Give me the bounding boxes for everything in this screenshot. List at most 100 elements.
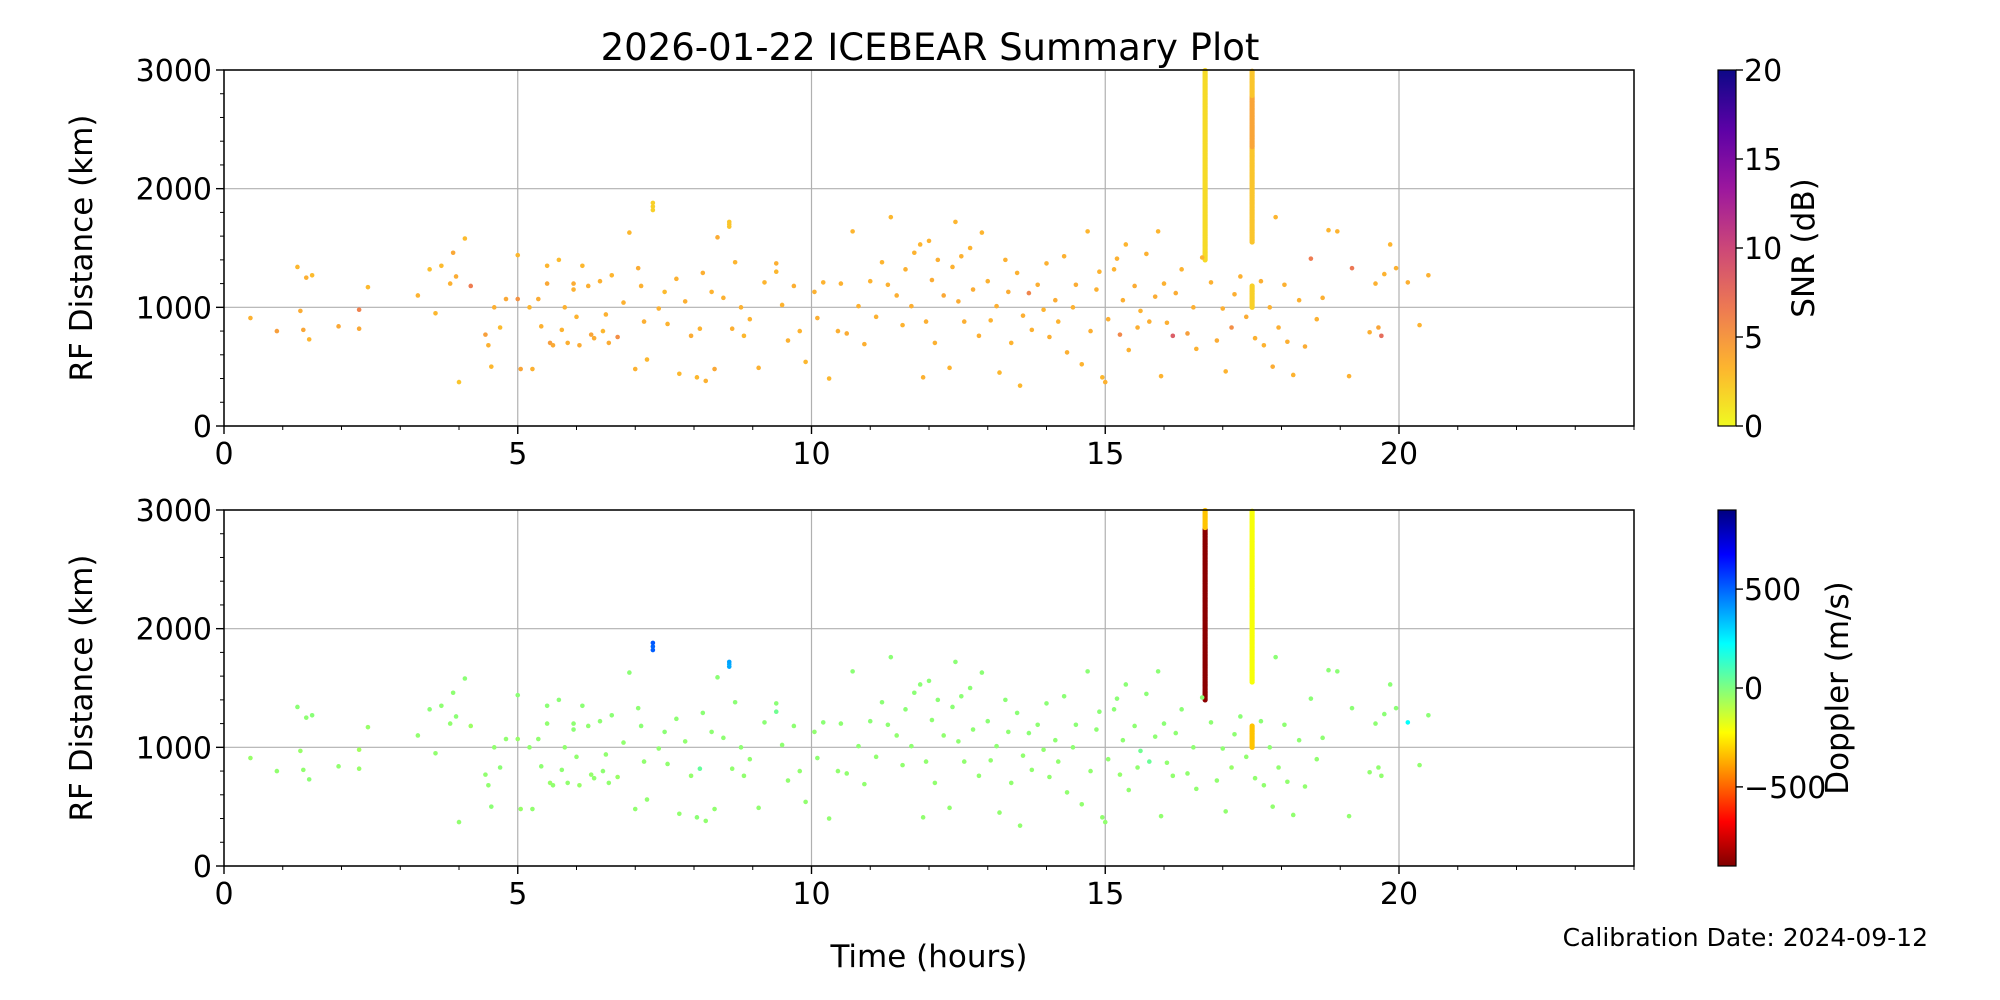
data-point <box>1417 322 1422 328</box>
doppler-colorbar-label: Doppler (m/s) <box>1820 581 1856 794</box>
data-point <box>1276 325 1281 330</box>
data-point <box>1285 339 1290 345</box>
data-point <box>1017 823 1023 828</box>
data-point <box>797 768 803 774</box>
data-point <box>909 743 914 749</box>
data-point <box>1320 735 1325 741</box>
data-point <box>609 272 615 278</box>
snr-colorbar-ticks: 0 5 10 15 20 <box>1736 54 1782 445</box>
data-point <box>433 310 438 316</box>
data-point <box>600 768 606 774</box>
data-point <box>1267 745 1273 750</box>
data-point <box>873 754 879 760</box>
data-point <box>885 282 891 288</box>
data-point <box>994 743 999 749</box>
data-point <box>486 343 491 348</box>
data-point <box>1179 267 1184 272</box>
data-point <box>838 281 844 286</box>
data-point <box>515 736 521 742</box>
data-point <box>738 305 744 310</box>
data-point <box>497 765 503 770</box>
data-point <box>1191 305 1196 310</box>
data-point <box>994 303 999 309</box>
data-point <box>1417 762 1422 768</box>
data-point <box>1041 747 1046 753</box>
data-point <box>1267 305 1273 310</box>
data-point <box>1097 709 1102 715</box>
data-point <box>1376 765 1381 770</box>
data-point <box>574 754 579 760</box>
data-point <box>585 723 591 729</box>
data-point <box>538 764 544 769</box>
data-point <box>356 747 362 753</box>
data-point <box>773 261 779 266</box>
y-tick-label: 3000 <box>136 54 212 89</box>
data-point <box>656 746 662 751</box>
data-point <box>600 328 606 334</box>
snr-colorbar: 0 5 10 15 20 SNR (dB) <box>1717 54 1822 445</box>
data-point <box>1155 229 1161 234</box>
data-point <box>1064 350 1070 355</box>
x-tick-label: 5 <box>508 437 527 472</box>
data-point <box>580 263 585 269</box>
data-point <box>844 331 850 336</box>
data-point <box>641 759 647 764</box>
data-point <box>1102 819 1108 825</box>
data-point <box>1006 289 1011 295</box>
data-point <box>518 366 523 372</box>
data-point <box>1117 772 1123 777</box>
data-point <box>462 676 468 681</box>
data-point <box>838 721 844 726</box>
data-point <box>1252 775 1258 781</box>
data-point <box>688 773 694 779</box>
data-point <box>1017 383 1023 388</box>
data-point <box>835 768 841 774</box>
data-point <box>1367 329 1372 335</box>
data-point <box>433 750 438 756</box>
data-point <box>1132 723 1137 729</box>
data-point <box>762 720 767 725</box>
data-point <box>1387 242 1393 247</box>
data-point <box>862 341 867 347</box>
data-point <box>1349 705 1355 711</box>
data-point <box>820 720 826 725</box>
data-point <box>1120 737 1126 743</box>
data-point <box>356 766 362 771</box>
data-point <box>1079 361 1085 367</box>
data-point <box>1270 804 1275 809</box>
data-point <box>923 319 929 324</box>
data-point <box>515 692 521 698</box>
data-point <box>650 640 656 646</box>
doppler-y-axis-label: RF Distance (km) <box>64 555 100 822</box>
data-point <box>574 314 579 320</box>
data-point <box>588 772 594 777</box>
data-point <box>732 259 738 265</box>
data-point <box>565 780 570 786</box>
data-point <box>1199 255 1205 260</box>
data-point <box>621 740 626 745</box>
data-point <box>932 780 938 786</box>
data-point <box>956 299 961 304</box>
colorbar-tick-label: 20 <box>1744 54 1782 89</box>
data-point <box>867 718 873 724</box>
data-point <box>597 278 603 284</box>
data-point <box>1387 682 1393 687</box>
data-point <box>947 805 952 811</box>
data-point <box>450 250 456 256</box>
x-tick-label: 0 <box>214 877 233 912</box>
data-point <box>527 305 532 310</box>
data-point <box>638 283 644 289</box>
data-point <box>1102 379 1108 385</box>
data-point <box>941 733 946 738</box>
data-point <box>1047 334 1052 340</box>
x-tick-label: 0 <box>214 437 233 472</box>
data-point <box>1044 261 1049 266</box>
data-point <box>1047 774 1052 780</box>
data-point <box>1261 343 1267 348</box>
data-point <box>862 781 867 787</box>
data-point <box>947 365 952 371</box>
calibration-date: Calibration Date: 2024-09-12 <box>1563 923 1928 952</box>
data-point <box>976 773 982 779</box>
colorbar-tick-label: 15 <box>1744 143 1782 178</box>
data-point <box>1273 214 1278 220</box>
